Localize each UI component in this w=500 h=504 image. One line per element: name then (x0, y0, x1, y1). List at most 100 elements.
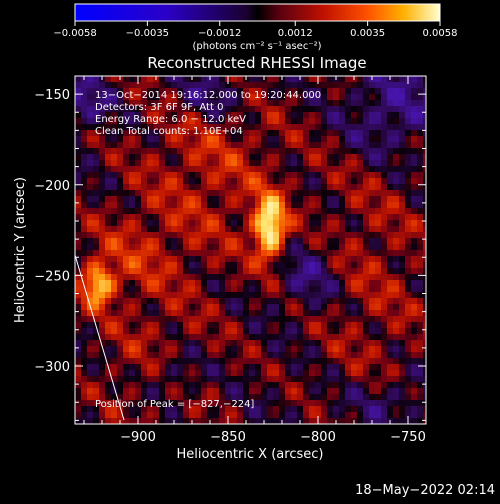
heatmap-cell (273, 106, 280, 113)
heatmap-cell (285, 310, 292, 317)
heatmap-cell (117, 124, 124, 131)
heatmap-cell (411, 172, 418, 179)
heatmap-cell (177, 202, 184, 209)
heatmap-cell (375, 142, 382, 149)
heatmap-cell (303, 82, 310, 89)
heatmap-cell (363, 256, 370, 263)
heatmap-cell (183, 154, 190, 161)
heatmap-cell (117, 382, 124, 389)
heatmap-cell (411, 220, 418, 227)
heatmap-cell (339, 412, 346, 419)
heatmap-cell (213, 136, 220, 143)
heatmap-cell (195, 382, 202, 389)
heatmap-cell (99, 100, 106, 107)
heatmap-cell (309, 100, 316, 107)
heatmap-cell (351, 334, 358, 341)
heatmap-cell (195, 94, 202, 101)
heatmap-cell (399, 148, 406, 155)
heatmap-cell (273, 250, 280, 257)
heatmap-cell (285, 124, 292, 131)
heatmap-cell (411, 262, 418, 269)
heatmap-cell (345, 238, 352, 245)
heatmap-cell (195, 250, 202, 257)
heatmap-cell (279, 304, 286, 311)
heatmap-cell (351, 322, 358, 329)
heatmap-cell (177, 226, 184, 233)
heatmap-cell (225, 292, 232, 299)
heatmap-cell (357, 280, 364, 287)
heatmap-cell (135, 304, 142, 311)
heatmap-cell (285, 82, 292, 89)
heatmap-cell (201, 136, 208, 143)
heatmap-cell (159, 376, 166, 383)
heatmap-cell (327, 328, 334, 335)
heatmap-cell (243, 124, 250, 131)
heatmap-cell (87, 280, 94, 287)
heatmap-cell (207, 256, 214, 263)
heatmap-cell (381, 352, 388, 359)
heatmap-cell (333, 340, 340, 347)
heatmap-cell (93, 88, 100, 95)
heatmap-cell (243, 412, 250, 419)
heatmap-cell (417, 418, 424, 424)
heatmap-cell (123, 304, 130, 311)
heatmap-cell (165, 340, 172, 347)
heatmap-cell (267, 94, 274, 101)
heatmap-cell (177, 118, 184, 125)
heatmap-cell (117, 304, 124, 311)
heatmap-cell (315, 226, 322, 233)
heatmap-cell (273, 274, 280, 281)
heatmap-cell (171, 412, 178, 419)
heatmap-cell (129, 142, 136, 149)
heatmap-cell (357, 196, 364, 203)
heatmap-cell (105, 376, 112, 383)
heatmap-cell (195, 304, 202, 311)
heatmap-cell (381, 382, 388, 389)
heatmap-cell (405, 220, 412, 227)
heatmap-cell (381, 76, 388, 83)
heatmap-cell (267, 220, 274, 227)
heatmap-cell (183, 358, 190, 365)
heatmap-cell (261, 130, 268, 137)
heatmap-cell (237, 286, 244, 293)
heatmap-cell (291, 244, 298, 251)
heatmap-cell (291, 334, 298, 341)
heatmap-cell (411, 94, 418, 101)
heatmap-cell (99, 244, 106, 251)
heatmap-cell (423, 118, 426, 125)
heatmap-cell (321, 316, 328, 323)
heatmap-cell (135, 214, 142, 221)
heatmap-cell (183, 364, 190, 371)
heatmap-cell (135, 322, 142, 329)
heatmap-cell (99, 388, 106, 395)
heatmap-cell (75, 376, 82, 383)
heatmap-cell (375, 202, 382, 209)
heatmap-cell (411, 304, 418, 311)
heatmap-cell (99, 364, 106, 371)
heatmap-cell (345, 208, 352, 215)
heatmap-cell (249, 232, 256, 239)
heatmap-cell (393, 220, 400, 227)
heatmap-cell (159, 142, 166, 149)
heatmap-cell (105, 196, 112, 203)
heatmap-cell (201, 250, 208, 257)
heatmap-cell (279, 232, 286, 239)
heatmap-cell (99, 316, 106, 323)
heatmap-cell (417, 238, 424, 245)
heatmap-cell (357, 292, 364, 299)
heatmap-cell (213, 220, 220, 227)
heatmap-cell (123, 358, 130, 365)
heatmap-cell (327, 400, 334, 407)
heatmap-cell (189, 202, 196, 209)
heatmap-cell (315, 112, 322, 119)
heatmap-cell (153, 106, 160, 113)
heatmap-cell (375, 322, 382, 329)
heatmap-cell (153, 142, 160, 149)
heatmap-cell (243, 172, 250, 179)
heatmap-cell (105, 298, 112, 305)
info-annotations: 13−Oct−2014 19:16:12.000 to 19:20:44.000… (95, 90, 321, 137)
heatmap-cell (153, 94, 160, 101)
heatmap-cell (393, 196, 400, 203)
heatmap-cell (171, 364, 178, 371)
heatmap-cell (195, 394, 202, 401)
